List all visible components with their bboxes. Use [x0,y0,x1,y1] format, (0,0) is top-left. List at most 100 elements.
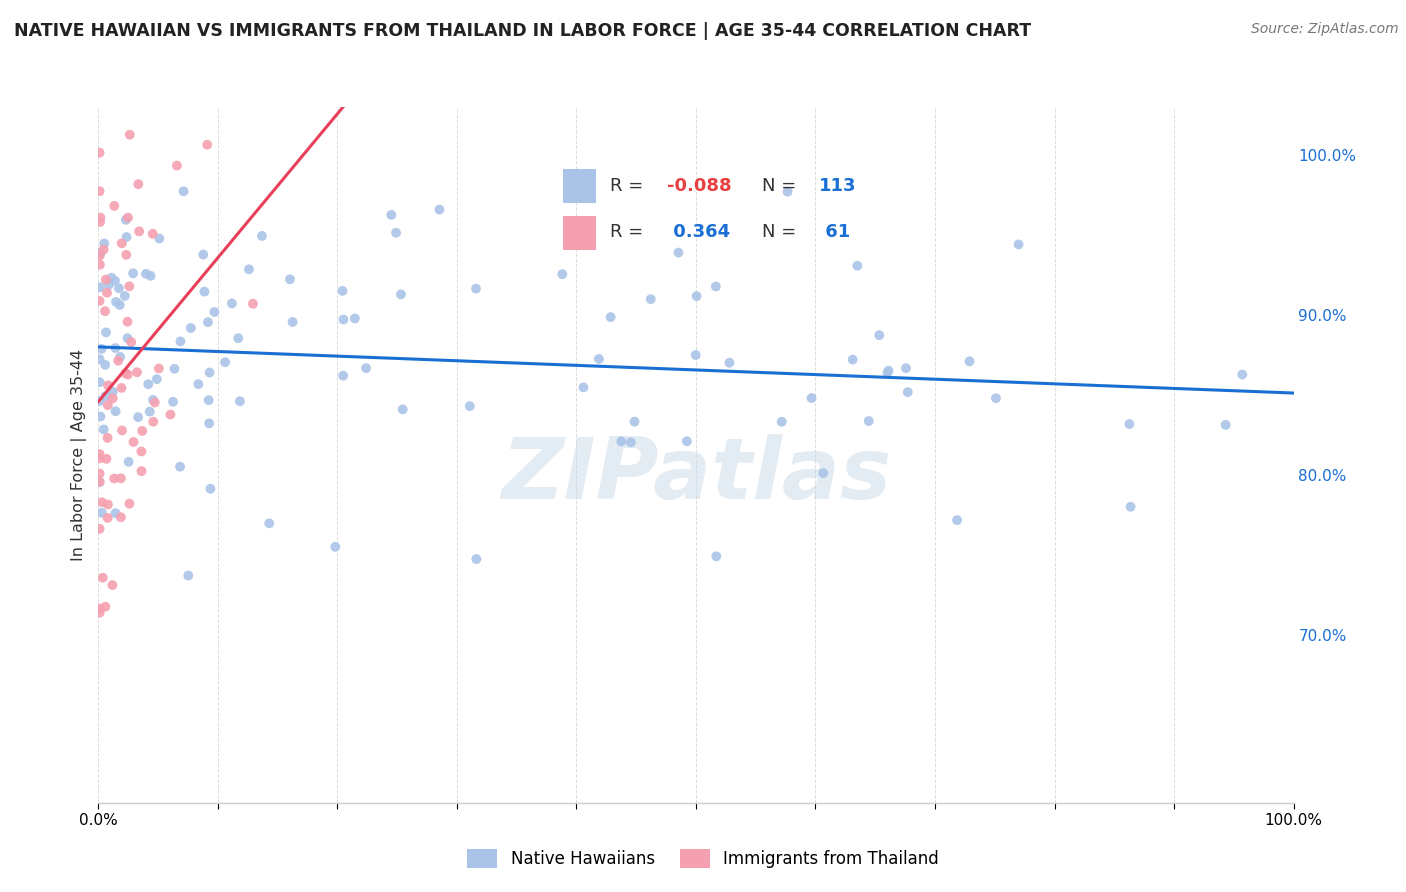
Point [138,404,160,418]
Point [193,285,215,299]
Point [97,511,120,525]
Point [101,578,124,592]
Point [1118,417,1140,431]
Point [93,236,115,251]
Point [458,399,481,413]
Point [117,368,139,382]
Point [110,471,132,485]
Point [187,377,209,392]
Text: ZIPatlas: ZIPatlas [501,434,891,517]
Point [89,522,111,536]
Point [841,352,863,367]
Point [1215,417,1237,432]
Point [148,361,170,376]
Point [380,208,402,222]
Point [984,391,1007,405]
Point [127,177,149,191]
Point [142,392,165,407]
Point [110,510,132,524]
Point [250,228,273,243]
Point [776,185,799,199]
Text: -0.088: -0.088 [668,177,733,194]
Point [198,366,221,380]
Point [195,137,218,152]
Point [136,377,159,392]
Point [94,389,117,403]
Point [128,224,150,238]
Point [114,367,136,381]
Point [163,361,186,376]
Point [180,321,202,335]
Bar [562,216,596,250]
Point [97,398,120,412]
Point [242,297,264,311]
Point [118,497,141,511]
Point [876,366,898,380]
Point [89,258,111,272]
Text: 113: 113 [820,177,856,194]
Point [94,272,117,286]
Point [868,328,890,343]
Point [90,495,112,509]
Point [718,356,741,370]
Point [105,294,128,309]
Point [143,395,166,409]
Point [610,434,633,449]
Point [281,315,304,329]
Point [107,353,129,368]
Point [117,315,139,329]
Point [114,289,136,303]
Point [125,365,148,379]
Point [173,184,195,198]
Text: Source: ZipAtlas.com: Source: ZipAtlas.com [1251,22,1399,37]
Point [111,424,134,438]
Point [169,459,191,474]
Point [198,417,221,431]
Point [162,394,184,409]
Point [391,402,413,417]
Point [103,471,125,485]
Point [323,540,346,554]
Point [89,280,111,294]
Point [96,451,118,466]
Point [117,455,139,469]
Point [226,331,249,345]
Point [200,482,222,496]
Text: 0.364: 0.364 [668,223,730,241]
Text: N =: N = [762,223,796,241]
Point [131,464,153,478]
Point [118,279,141,293]
Point [108,298,131,312]
Point [104,341,127,355]
Y-axis label: In Labor Force | Age 35-44: In Labor Force | Age 35-44 [72,349,87,561]
Point [146,372,169,386]
Point [193,247,215,261]
Bar [562,169,596,202]
Point [115,248,138,262]
Point [89,293,111,308]
Point [89,606,111,620]
Point [93,243,115,257]
Point [332,312,354,326]
Point [704,279,727,293]
Point [177,568,200,582]
Point [894,361,917,376]
Point [104,506,127,520]
Point [97,277,120,292]
Point [897,385,920,400]
Point [229,394,252,409]
Point [90,506,112,520]
Point [96,285,118,300]
Point [89,249,111,263]
Point [101,384,124,399]
Point [135,267,157,281]
Point [89,145,111,160]
Point [142,227,165,241]
Point [813,466,835,480]
Point [1007,237,1029,252]
Point [94,326,117,340]
Point [640,292,662,306]
Point [946,513,969,527]
Point [169,334,191,349]
Legend: Native Hawaiians, Immigrants from Thailand: Native Hawaiians, Immigrants from Thaila… [461,843,945,875]
